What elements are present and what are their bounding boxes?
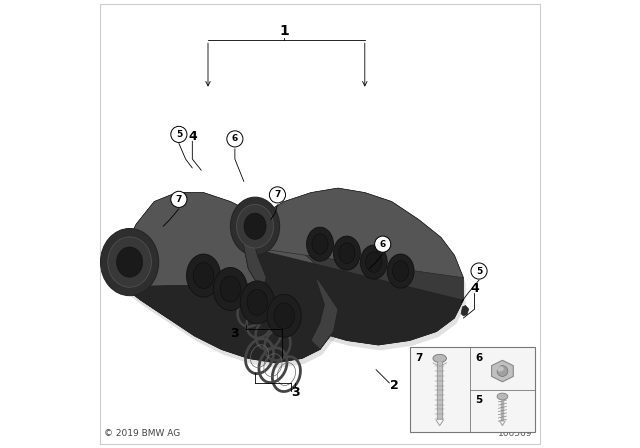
Ellipse shape [339,243,355,263]
Text: 166569: 166569 [499,429,533,438]
Circle shape [497,366,508,376]
Text: 3: 3 [230,327,239,340]
Polygon shape [116,198,340,368]
Ellipse shape [213,267,248,310]
Text: © 2019 BMW AG: © 2019 BMW AG [104,429,180,438]
Ellipse shape [116,247,143,277]
Ellipse shape [274,303,294,329]
Circle shape [374,236,391,252]
Circle shape [227,131,243,147]
Circle shape [269,187,285,203]
Ellipse shape [497,393,508,400]
Polygon shape [244,233,266,291]
Ellipse shape [307,227,333,261]
Text: 5: 5 [475,395,483,405]
Text: 1: 1 [279,24,289,39]
Polygon shape [114,193,338,363]
Text: 5: 5 [476,267,482,276]
Text: 5: 5 [176,130,182,139]
Polygon shape [461,306,468,316]
Polygon shape [244,188,463,345]
Text: 4: 4 [188,130,196,143]
Ellipse shape [237,204,273,248]
Polygon shape [123,282,338,363]
Polygon shape [244,246,463,345]
Ellipse shape [365,252,382,272]
Text: 7: 7 [176,195,182,204]
Text: 7: 7 [275,190,280,199]
Text: 6: 6 [232,134,238,143]
Ellipse shape [333,236,360,270]
FancyBboxPatch shape [410,347,535,432]
Ellipse shape [244,213,266,239]
Ellipse shape [497,366,504,371]
Text: 6: 6 [475,353,483,363]
Text: 6: 6 [380,240,386,249]
Polygon shape [492,360,513,382]
Ellipse shape [100,228,159,296]
Ellipse shape [360,245,387,279]
Ellipse shape [312,234,328,254]
Text: 7: 7 [415,353,422,363]
Ellipse shape [220,276,241,302]
Ellipse shape [193,263,214,289]
Polygon shape [114,193,329,318]
Ellipse shape [230,197,280,255]
Circle shape [171,126,187,142]
Ellipse shape [387,254,414,288]
Polygon shape [246,194,466,350]
Ellipse shape [267,294,301,337]
Circle shape [471,263,487,279]
Text: 4: 4 [470,282,479,296]
Polygon shape [311,278,338,349]
Ellipse shape [186,254,221,297]
Ellipse shape [392,261,409,281]
Ellipse shape [108,237,152,287]
Ellipse shape [433,354,447,362]
Text: 3: 3 [291,385,300,399]
Ellipse shape [247,289,268,315]
Text: 2: 2 [390,379,398,392]
Polygon shape [244,188,463,314]
Circle shape [171,191,187,207]
Ellipse shape [240,281,275,324]
